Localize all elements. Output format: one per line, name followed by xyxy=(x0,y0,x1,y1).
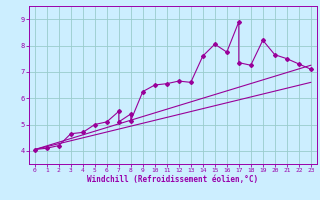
X-axis label: Windchill (Refroidissement éolien,°C): Windchill (Refroidissement éolien,°C) xyxy=(87,175,258,184)
